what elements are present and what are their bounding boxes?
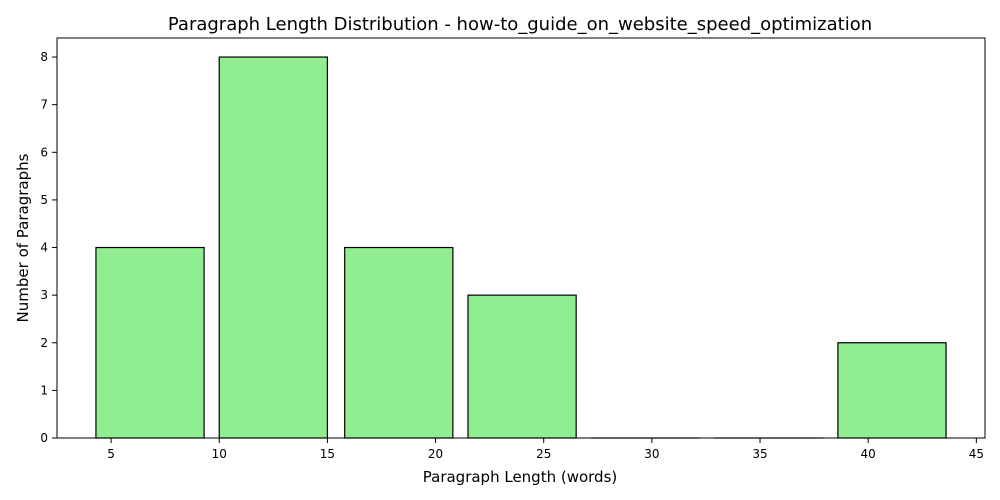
- x-tick-label: 10: [212, 447, 227, 461]
- x-tick-label: 25: [536, 447, 551, 461]
- histogram-bar-2: [344, 246, 454, 439]
- y-tick-label: 3: [40, 288, 48, 302]
- y-tick-label: 7: [40, 98, 48, 112]
- x-tick-label: 40: [861, 447, 876, 461]
- y-tick-label: 5: [40, 193, 48, 207]
- y-axis-title: Number of Paragraphs: [14, 153, 32, 322]
- y-axis-ticks: 0 1 2 3 4 5 6 7 8: [40, 50, 57, 445]
- histogram-bar-1: [218, 56, 328, 439]
- y-tick-label: 0: [40, 431, 48, 445]
- x-tick-label: 5: [107, 447, 115, 461]
- y-tick-label: 2: [40, 336, 48, 350]
- x-tick-label: 30: [644, 447, 659, 461]
- histogram-bar-0: [95, 246, 205, 439]
- histogram-bar-6: [837, 342, 947, 439]
- x-axis-ticks: 5 10 15 20 25 30 35 40 45: [107, 438, 984, 461]
- y-tick-label: 4: [40, 241, 48, 255]
- y-tick-label: 6: [40, 145, 48, 159]
- chart-title: Paragraph Length Distribution - how-to_g…: [168, 14, 872, 35]
- histogram-bar-3: [467, 294, 577, 439]
- x-axis-title: Paragraph Length (words): [423, 468, 618, 486]
- x-tick-label: 45: [969, 447, 984, 461]
- y-tick-label: 8: [40, 50, 48, 64]
- y-tick-label: 1: [40, 383, 48, 397]
- x-tick-label: 15: [320, 447, 335, 461]
- x-tick-label: 35: [752, 447, 767, 461]
- bars-group: [95, 56, 947, 439]
- x-tick-label: 20: [428, 447, 443, 461]
